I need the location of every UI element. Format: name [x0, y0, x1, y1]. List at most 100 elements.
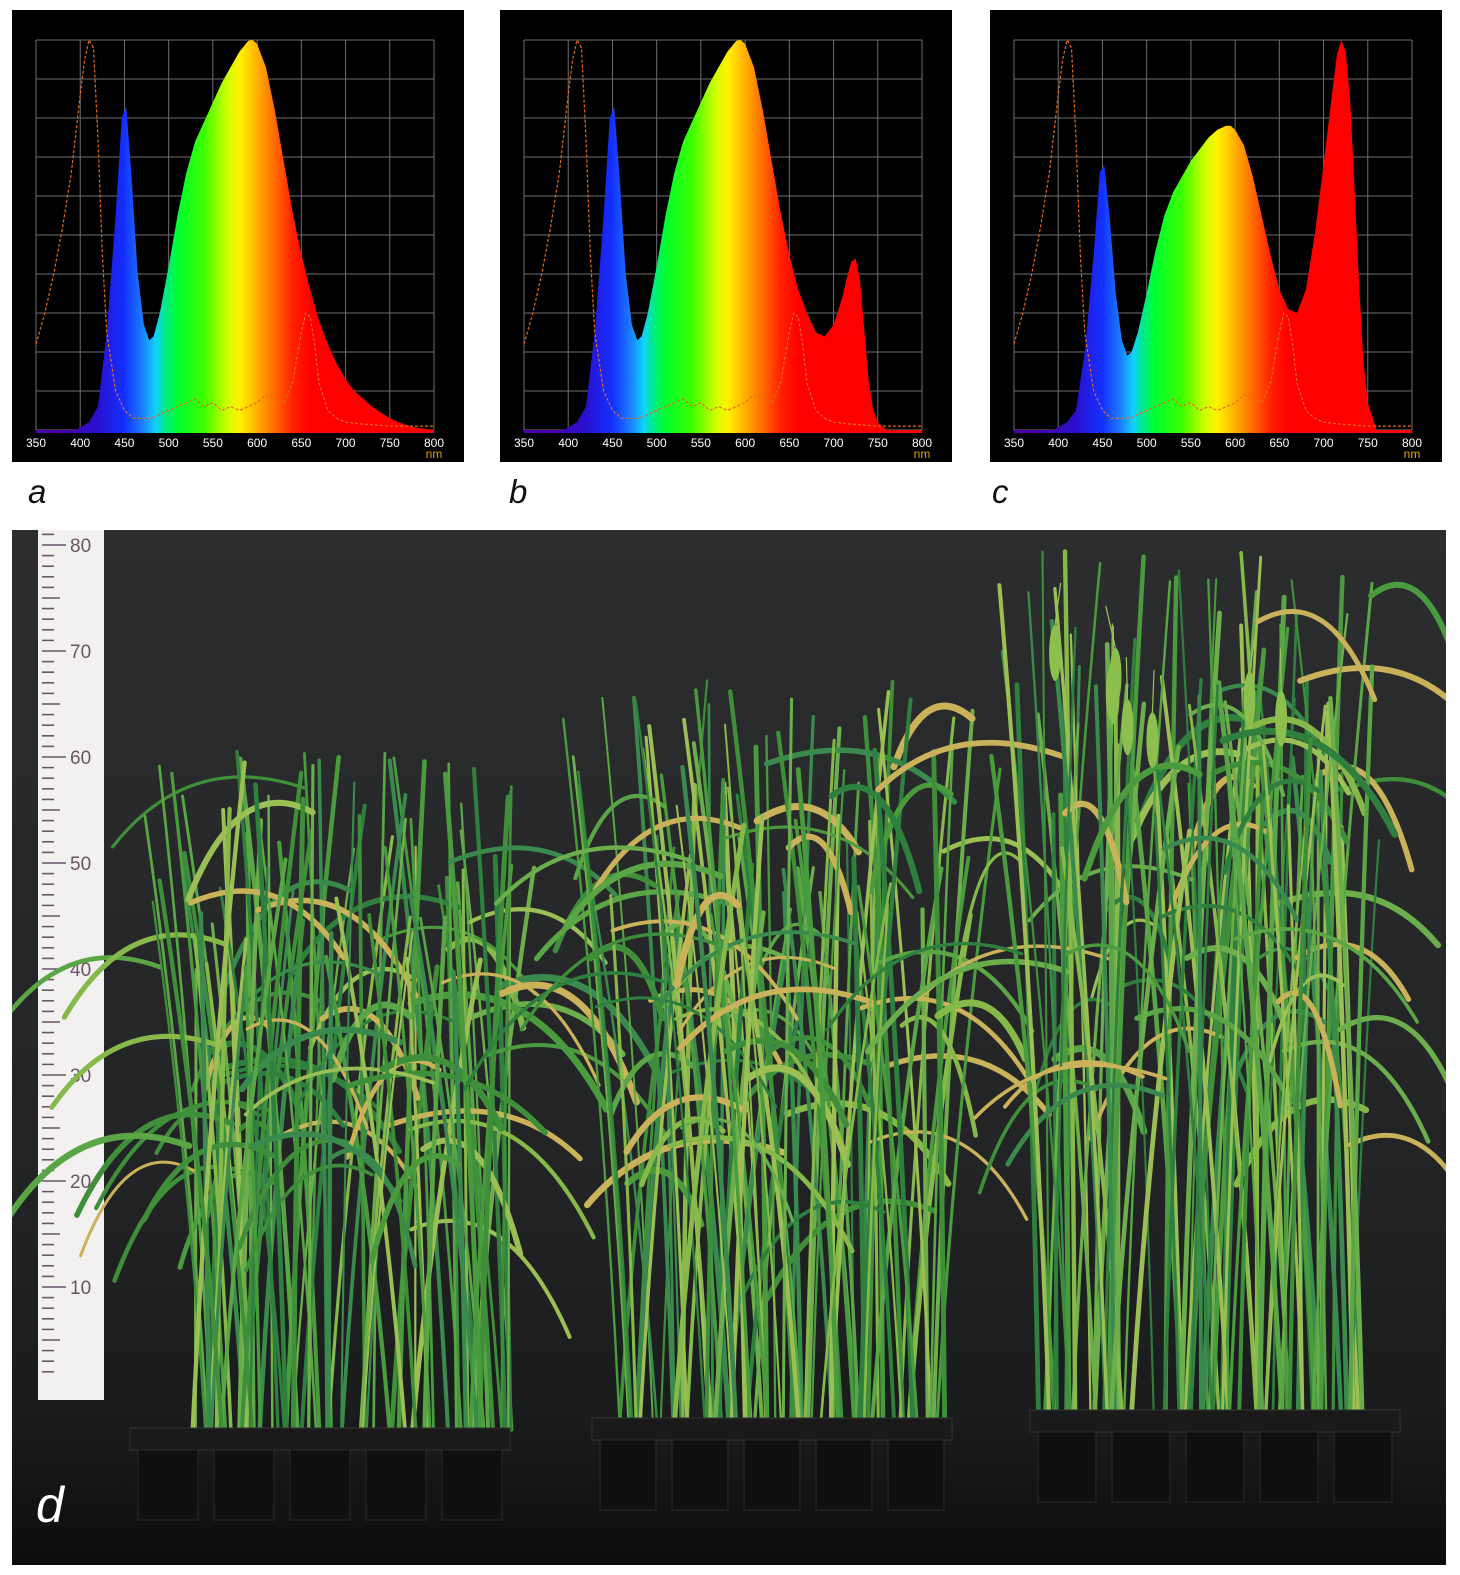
plant-leaf [810, 769, 846, 1422]
plant-leaf [828, 813, 841, 1423]
plant-leaf [878, 949, 1035, 1034]
ruler-label: 60 [70, 748, 91, 769]
plant-leaf [422, 915, 448, 1433]
plant-leaf [638, 853, 693, 1422]
plant-leaf [989, 753, 1057, 1413]
plant-leaf [141, 1141, 276, 1223]
plant-leaf [1236, 737, 1352, 796]
plant-leaf [287, 893, 462, 979]
plant-leaf [368, 1153, 462, 1265]
plant-leaf [577, 770, 634, 1422]
x-tick-label: 550 [691, 436, 711, 450]
plant-leaf [803, 738, 836, 1422]
wavelength-bar [524, 430, 922, 433]
plant-leaf [451, 969, 469, 1433]
plant-leaf [12, 955, 163, 1014]
panel-label-b: b [509, 473, 528, 510]
wheat-awn [1151, 670, 1155, 713]
plant-leaf [577, 784, 632, 1422]
plant-leaf [1062, 549, 1078, 1413]
plant-leaf [1347, 1133, 1446, 1172]
plant-leaf [219, 857, 288, 1432]
plant-leaf [340, 793, 408, 1432]
plant-leaf [1297, 664, 1446, 702]
plant-leaf [781, 697, 794, 1422]
plant-leaf [867, 782, 954, 895]
plant-leaf [1287, 736, 1313, 1413]
x-tick-label: 550 [203, 436, 223, 450]
plant-leaf [185, 799, 316, 903]
x-tick-label: 400 [70, 436, 90, 450]
unit-label: nm [426, 447, 443, 461]
plant-leaf [1311, 581, 1374, 1412]
plant-leaf [1053, 587, 1109, 1412]
panel-label-a: a [28, 473, 47, 510]
plant-leaf [239, 770, 304, 1433]
plant-leaf [906, 912, 973, 1423]
panel-label-c: c [992, 473, 1009, 510]
plant-leaf [1219, 727, 1399, 838]
plant-leaf [12, 1132, 193, 1218]
x-tick-label: 600 [735, 436, 755, 450]
plant-leaf [1014, 682, 1041, 1413]
plant-leaf [1105, 895, 1172, 962]
plant-leaf [209, 978, 248, 1432]
ruler-label: 50 [70, 854, 91, 875]
plant-leaf [463, 971, 665, 1091]
wheat-awn [1279, 648, 1282, 691]
plant-leaf [1071, 683, 1129, 1412]
x-tick-label: 400 [1048, 436, 1068, 450]
plant-leaf [243, 1066, 436, 1117]
wheat-ear [1146, 712, 1159, 769]
tray-cell [365, 1449, 427, 1521]
plant-leaf [324, 954, 392, 1433]
x-tick-label: 800 [912, 436, 932, 450]
tray-rim [1029, 1409, 1401, 1433]
plant-leaf [851, 856, 868, 1423]
plant-leaf [461, 868, 470, 1432]
plant-leaf [372, 751, 387, 1432]
plant-leaf [634, 699, 706, 1422]
plant-leaf [1228, 1009, 1327, 1091]
x-tick-label: 500 [1137, 436, 1157, 450]
plant-leaf [61, 932, 231, 1020]
plant-leaf [493, 845, 693, 906]
plant-leaf [729, 813, 765, 1423]
x-tick-label: 700 [336, 436, 356, 450]
x-tick-label: 350 [1004, 436, 1024, 450]
plant-leaf [1187, 703, 1258, 1412]
plant-leaf [694, 688, 752, 1422]
tray-cell [137, 1449, 199, 1521]
plant-leaf [1309, 826, 1328, 1412]
wheat-ear [1243, 671, 1256, 728]
wheat-ear [1109, 647, 1122, 704]
plant-leaf [468, 864, 514, 1432]
plant-leaf [753, 803, 863, 856]
plant-leaf [442, 771, 484, 1433]
wheat-ear [1121, 699, 1134, 756]
plant-leaf [745, 1064, 851, 1169]
reference-curve [1013, 38, 1412, 427]
plant-leaf [326, 931, 334, 1433]
plant-leaf [1126, 794, 1155, 1412]
plant-leaf [157, 878, 224, 1433]
x-tick-label: 600 [1225, 436, 1245, 450]
plant-leaf [957, 851, 1023, 967]
plant-leaf [214, 806, 232, 1433]
plant-leaf [1093, 684, 1117, 1412]
x-tick-label: 700 [1314, 436, 1334, 450]
plants [12, 549, 1446, 1433]
plant-leaf [1348, 664, 1375, 1413]
plant-leaf [360, 817, 407, 1432]
spectrum-area [563, 40, 887, 430]
plant-leaf [934, 999, 1029, 1063]
plant-leaf [533, 889, 731, 962]
plant-leaf [856, 910, 903, 1422]
x-tick-label: 450 [1092, 436, 1112, 450]
x-tick-label: 750 [1358, 436, 1378, 450]
plant-leaf [361, 930, 414, 1432]
plant-leaf [680, 764, 739, 1423]
ruler-label: 10 [70, 1278, 91, 1299]
tray-cell [815, 1439, 873, 1511]
